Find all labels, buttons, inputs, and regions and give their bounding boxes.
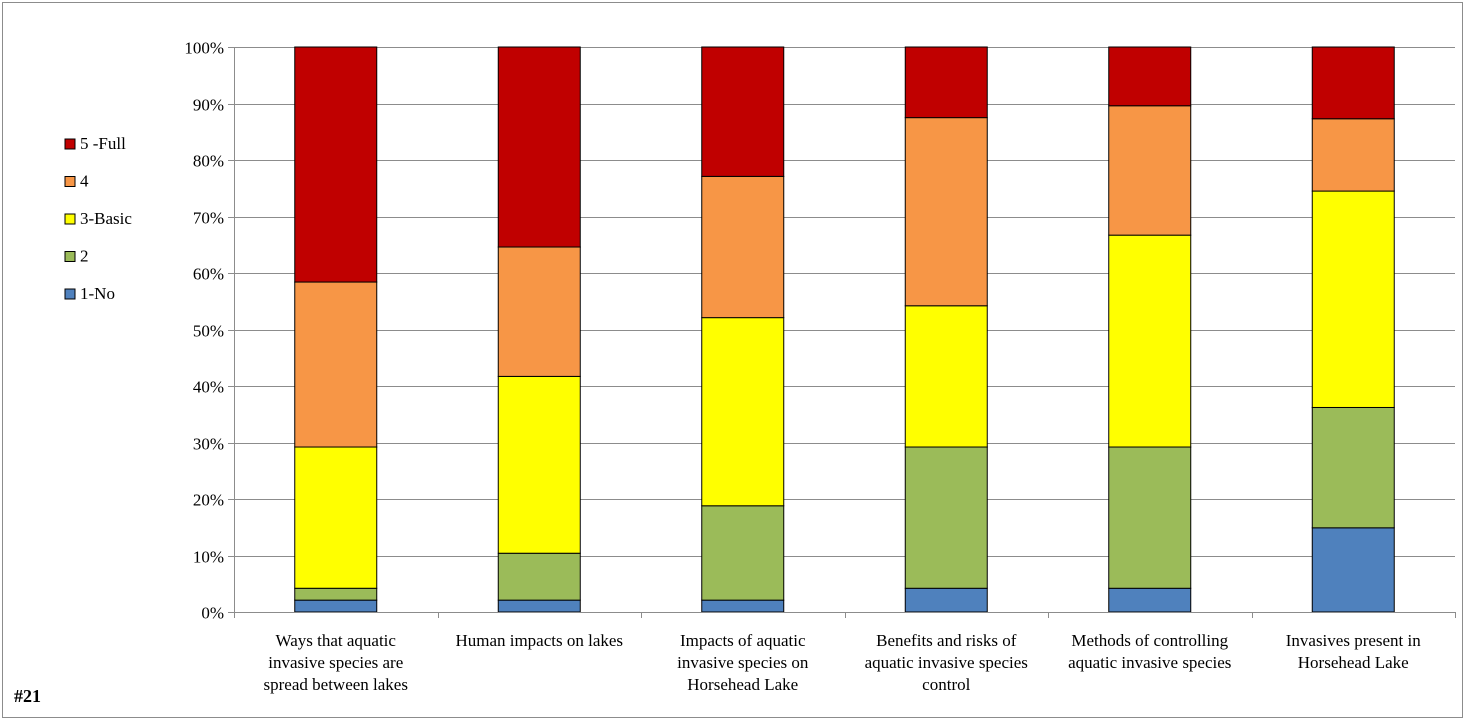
bar-segment: [497, 552, 581, 601]
y-axis-tick-labels: 0% 10% 20% 30% 40% 50% 60% 70% 80% 90% 100%: [184, 39, 224, 623]
bar-segment: [294, 281, 378, 448]
legend-swatch: [64, 176, 76, 187]
y-tick-label: 10%: [193, 548, 224, 567]
x-category-label: Horsehead Lake: [687, 675, 798, 694]
y-tick-label: 70%: [193, 209, 224, 228]
bar-segment: [1108, 446, 1192, 589]
legend: 5 -Full 4 3-Basic 2 1-No: [64, 134, 132, 303]
legend-label: 2: [80, 247, 89, 266]
bar-segment: [497, 246, 581, 377]
bar-segment: [904, 305, 988, 448]
bars: [294, 46, 1395, 613]
legend-label: 3-Basic: [80, 209, 132, 228]
x-category-label: invasive species on: [677, 653, 809, 672]
y-tick-label: 60%: [193, 265, 224, 284]
legend-label: 1-No: [80, 284, 115, 303]
bar-segment: [497, 599, 581, 613]
bar-segment: [497, 375, 581, 554]
bar-segment: [294, 46, 378, 283]
bar-segment: [1311, 406, 1395, 529]
x-category-label: Methods of controlling: [1071, 631, 1228, 650]
legend-swatch: [64, 213, 76, 225]
y-tick-label: 50%: [193, 322, 224, 341]
legend-swatch: [64, 251, 76, 262]
bar-segment: [294, 446, 378, 589]
x-category-label: Human impacts on lakes: [455, 631, 623, 650]
x-category-label: Benefits and risks of: [876, 631, 1017, 650]
y-tick-label: 100%: [184, 39, 224, 58]
bar-segment: [1108, 587, 1192, 613]
x-category-label: Invasives present in: [1286, 631, 1422, 650]
legend-label: 5 -Full: [80, 134, 126, 153]
axes: [228, 47, 1456, 618]
bar-segment: [701, 46, 785, 177]
bar-segment: [1311, 527, 1395, 613]
x-category-label: invasive species are: [268, 653, 403, 672]
bar-segment: [904, 587, 988, 613]
gridlines: [234, 47, 1455, 557]
bar-segment: [294, 599, 378, 613]
y-tick-label: 80%: [193, 152, 224, 171]
bar-segment: [701, 175, 785, 319]
x-category-label: aquatic invasive species: [865, 653, 1028, 672]
y-tick-label: 30%: [193, 435, 224, 454]
x-category-label: aquatic invasive species: [1068, 653, 1231, 672]
bar-segment: [497, 46, 581, 248]
y-tick-label: 20%: [193, 491, 224, 510]
bar-segment: [701, 317, 785, 507]
bar-segment: [1108, 105, 1192, 236]
bar-segment: [294, 587, 378, 601]
bar-segment: [904, 46, 988, 119]
bar-segment: [1311, 118, 1395, 192]
x-category-label: Impacts of aquatic: [680, 631, 806, 650]
y-tick-label: 90%: [193, 96, 224, 115]
x-category-label: control: [922, 675, 970, 694]
bar-segment: [1311, 190, 1395, 408]
legend-swatch: [64, 288, 76, 300]
y-tick-label: 40%: [193, 378, 224, 397]
figure-number: #21: [14, 686, 41, 706]
y-tick-label: 0%: [201, 604, 224, 623]
x-category-label: spread between lakes: [264, 675, 408, 694]
bar-segment: [1108, 234, 1192, 448]
x-category-label: Horsehead Lake: [1298, 653, 1409, 672]
bar-segment: [701, 505, 785, 601]
bar-segment: [1108, 46, 1192, 107]
bar-segment: [701, 599, 785, 613]
bar-segment: [904, 117, 988, 307]
x-axis-category-labels: Ways that aquatic invasive species are spr…: [264, 631, 1422, 694]
legend-label: 4: [80, 172, 89, 191]
bar-segment: [904, 446, 988, 589]
bar-segment: [1311, 46, 1395, 120]
legend-swatch: [64, 138, 76, 150]
x-category-label: Ways that aquatic: [276, 631, 397, 650]
